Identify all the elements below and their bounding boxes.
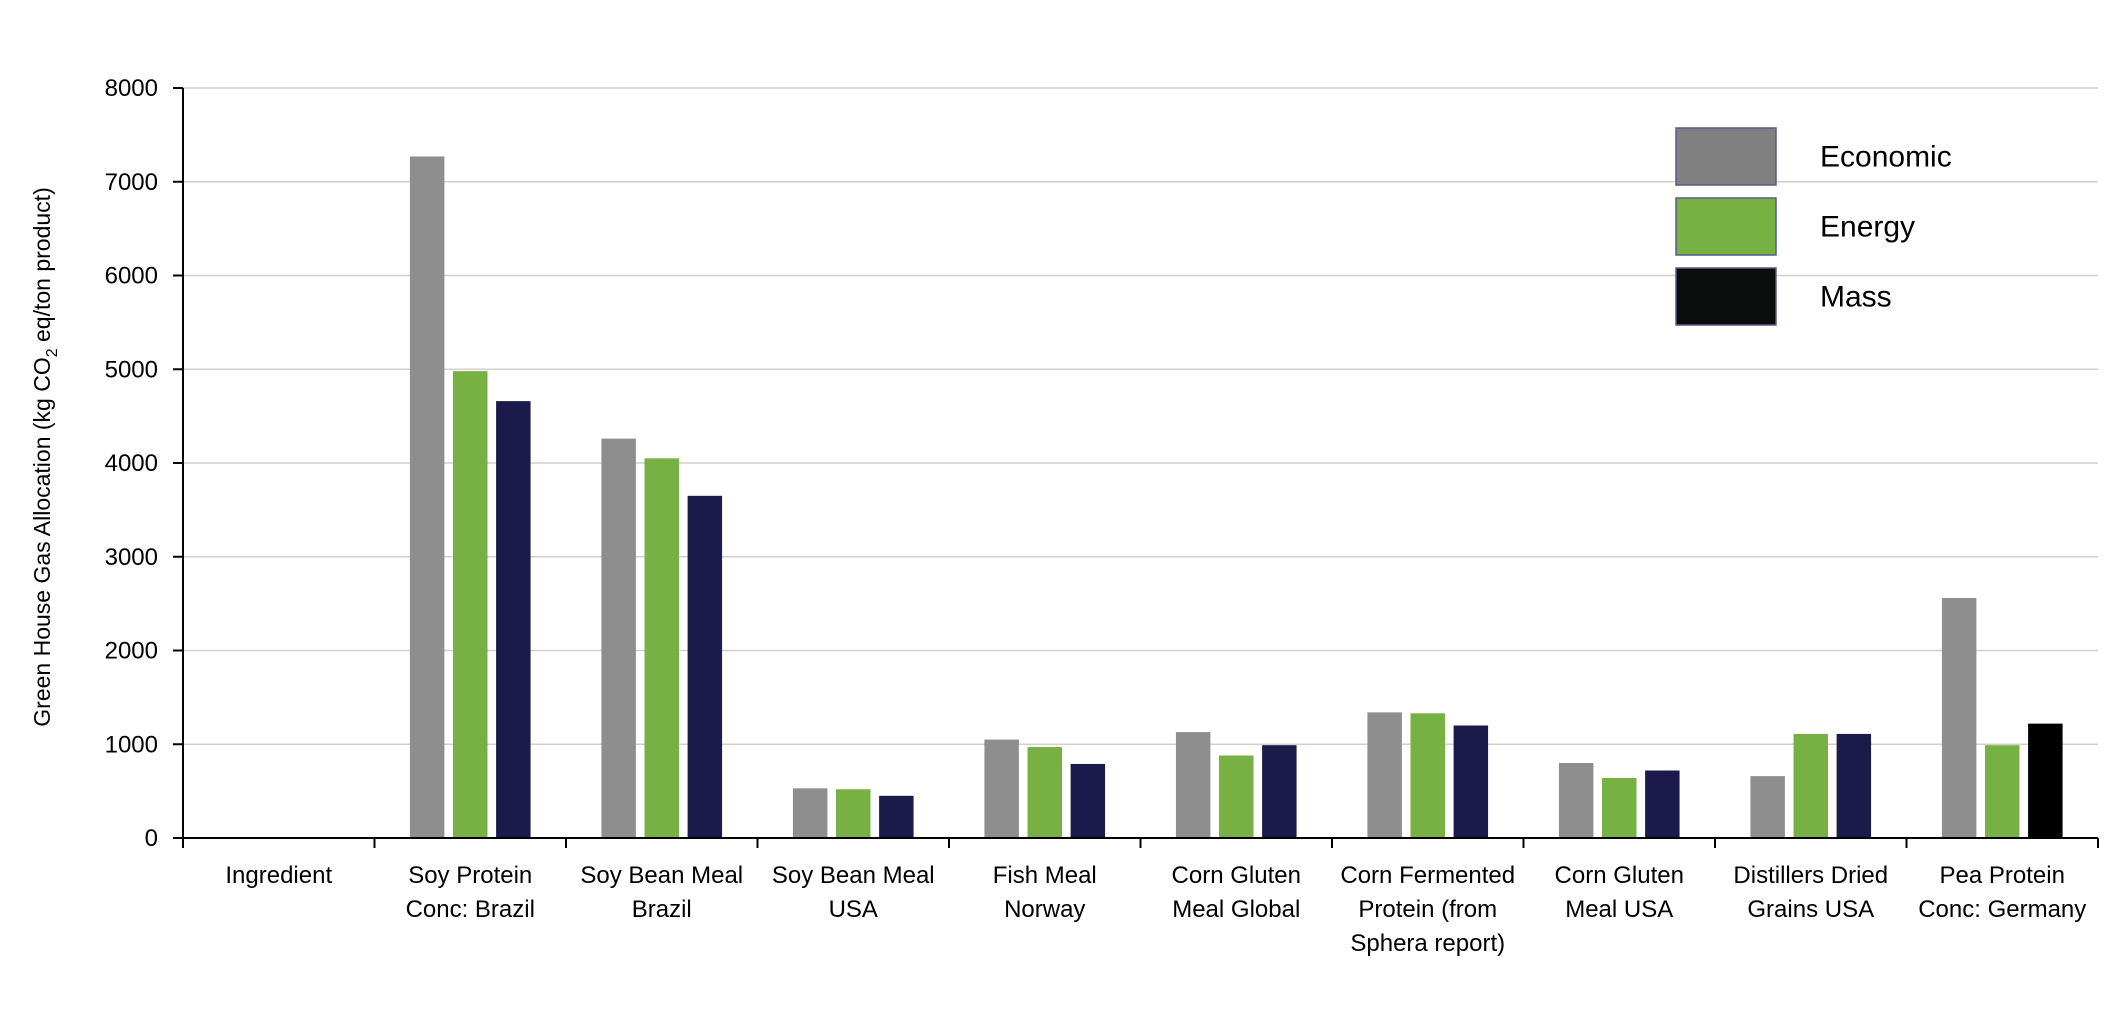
bar-economic (409, 156, 445, 838)
y-tick-label: 3000 (105, 544, 158, 571)
x-category-label-line: Corn Gluten (1172, 862, 1301, 889)
legend-label-mass: Mass (1820, 281, 1892, 314)
bar-energy (1027, 747, 1062, 838)
bar-energy (644, 458, 679, 838)
bar-mass (1836, 733, 1872, 838)
x-category-label: Soy Bean Meal Brazil (580, 862, 743, 923)
x-category-label: Soy Protein Conc: Brazil (406, 862, 535, 923)
x-category-label-line: Soy Protein (408, 862, 532, 889)
axes (173, 87, 2099, 848)
bar-mass (2028, 723, 2063, 838)
bars (409, 156, 2063, 838)
bar-economic (984, 739, 1019, 838)
bar-mass (1070, 763, 1106, 838)
x-category-label-line: Ingredient (225, 862, 332, 889)
x-category-label: Corn Fermented Protein (from Sphera report… (1340, 862, 1515, 957)
y-tick-label: 1000 (105, 731, 158, 758)
bar-energy (836, 789, 871, 838)
x-category-label: Pea Protein Conc: Germany (1918, 862, 2086, 923)
x-category-label-line: Grains USA (1747, 896, 1874, 923)
bar-economic (1941, 598, 1977, 838)
x-category-label: Soy Bean Meal USA (772, 862, 935, 923)
x-category-label-line: Brazil (632, 896, 692, 923)
bar-economic (601, 438, 636, 838)
x-category-label-line: Meal Global (1172, 896, 1300, 923)
bar-energy (1793, 733, 1828, 838)
x-category-label: Corn Gluten Meal Global (1172, 862, 1301, 923)
legend-swatch-mass (1675, 267, 1777, 326)
x-category-label-line: Soy Bean Meal (772, 862, 935, 889)
y-tick-label: 2000 (105, 638, 158, 665)
x-category-labels: Ingredient Soy Protein Conc: Brazil Soy Bea… (225, 862, 2086, 957)
bar-energy (1985, 745, 2020, 838)
bar-mass (496, 401, 531, 838)
legend-label-energy: Energy (1820, 211, 1915, 244)
x-category-label-line: Fish Meal (993, 862, 1097, 889)
bar-economic (1558, 763, 1594, 838)
x-category-label-line: USA (829, 896, 878, 923)
x-category-label-line: Soy Bean Meal (580, 862, 743, 889)
y-axis-label-prefix: Green House Gas Allocation (kg CO (29, 357, 55, 726)
legend-swatch-energy (1675, 197, 1777, 256)
x-category-label-line: Corn Gluten (1555, 862, 1684, 889)
x-category-label: Fish Meal Norway (993, 862, 1097, 923)
bar-mass (1645, 770, 1680, 838)
bar-economic (1750, 776, 1785, 838)
y-tick-label: 0 (145, 825, 158, 852)
x-category-label-line: Sphera report) (1350, 930, 1505, 957)
y-tick-label: 5000 (105, 356, 158, 383)
legend: Economic Energy Mass (1675, 127, 1952, 326)
bar-energy (1602, 778, 1637, 838)
x-category-label-line: Conc: Brazil (406, 896, 535, 923)
x-category-label: Corn Gluten Meal USA (1555, 862, 1684, 923)
x-category-label-line: Meal USA (1565, 896, 1673, 923)
bar-economic (1367, 712, 1402, 838)
x-category-label-line: Distillers Dried (1733, 862, 1888, 889)
bar-mass (1453, 725, 1489, 838)
x-category-label-line: Pea Protein (1940, 862, 2065, 889)
bar-energy (453, 371, 488, 838)
bar-economic (792, 788, 828, 838)
x-category-label-line: Conc: Germany (1918, 896, 2086, 923)
x-category-label-line: Protein (from (1358, 896, 1497, 923)
bar-mass (687, 495, 723, 838)
y-tick-label: 8000 (105, 75, 158, 102)
y-tick-label: 4000 (105, 450, 158, 477)
bar-mass (1262, 745, 1297, 838)
y-axis-label-subscript: 2 (44, 348, 61, 357)
legend-swatch-economic (1675, 127, 1777, 186)
y-tick-labels: 0 1000 2000 3000 4000 5000 6000 7000 8000 (105, 75, 158, 852)
bar-economic (1175, 732, 1211, 838)
bar-energy (1219, 755, 1254, 838)
x-category-label-line: Norway (1004, 896, 1085, 923)
bar-energy (1410, 713, 1445, 838)
x-category-label: Ingredient (225, 862, 332, 889)
y-axis-label: Green House Gas Allocation (kg CO2 eq/to… (29, 187, 61, 726)
y-tick-label: 6000 (105, 263, 158, 290)
x-category-label-line: Corn Fermented (1340, 862, 1515, 889)
bar-mass (879, 795, 914, 838)
y-axis-label-suffix: eq/ton product) (29, 187, 55, 348)
x-category-label: Distillers Dried Grains USA (1733, 862, 1888, 923)
legend-label-economic: Economic (1820, 141, 1952, 174)
y-tick-label: 7000 (105, 169, 158, 196)
